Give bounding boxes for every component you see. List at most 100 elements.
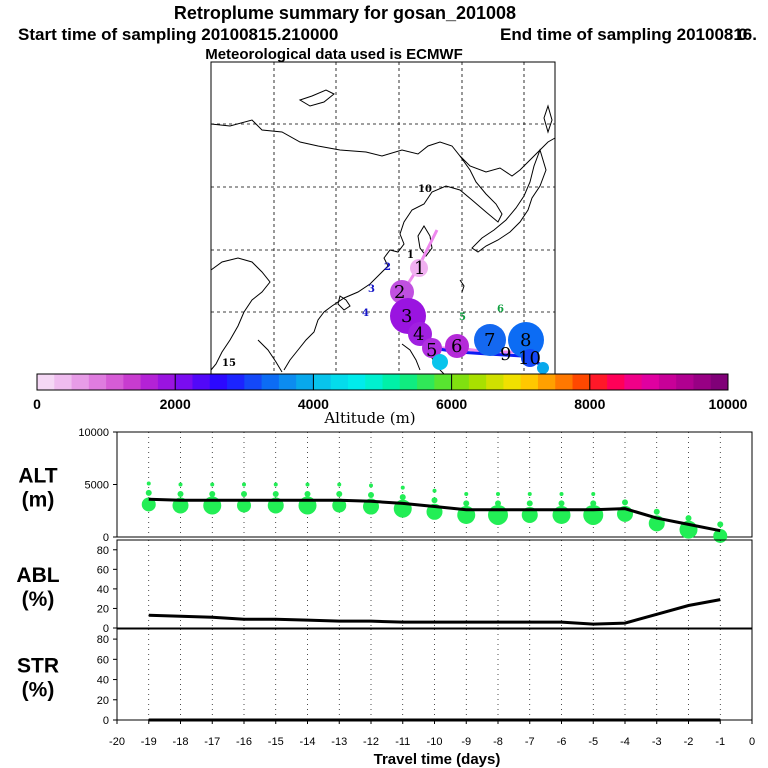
x-tick-label: -12 — [363, 736, 379, 748]
alt-plume-blob — [146, 481, 151, 486]
map-small-label: 5 — [459, 312, 466, 323]
colorbar-swatch — [140, 374, 159, 390]
colorbar-swatch — [676, 374, 694, 390]
alt-plume-blob — [177, 490, 184, 497]
sampling-end: End time of sampling 20100816. — [500, 25, 757, 44]
colorbar-swatch — [503, 374, 522, 390]
colorbar-swatch — [417, 374, 435, 390]
colorbar-swatch — [486, 374, 504, 390]
alt-plume-blob — [464, 491, 469, 496]
colorbar-swatch — [399, 374, 418, 390]
map-day-label: 3 — [401, 306, 412, 327]
colorbar-swatch — [641, 374, 660, 390]
map-day-label: 8 — [520, 330, 531, 351]
x-tick-label: -14 — [300, 736, 316, 748]
alt-plume-blob — [713, 528, 728, 543]
x-tick-label: -7 — [525, 736, 535, 748]
chart-title: Retroplume summary for gosan_201008 — [173, 3, 517, 23]
colorbar-swatch — [209, 374, 228, 390]
map-frame — [210, 61, 556, 375]
y-tick-label: 80 — [97, 634, 109, 646]
altitude-colorbar: 0 2000 4000 6000 8000 10000 — [33, 373, 748, 412]
y-tick-label: 0 — [103, 623, 109, 635]
x-tick-label: -3 — [652, 736, 662, 748]
map-day-label: 1 — [414, 258, 425, 279]
y-tick-label: 0 — [103, 532, 109, 544]
alt-plume-blob — [622, 499, 628, 506]
x-tick-label: -4 — [620, 736, 630, 748]
plume-circle — [422, 338, 442, 358]
y-tick-label: 80 — [97, 545, 109, 557]
map-day-label: 6 — [451, 336, 462, 357]
y-tick-label: 60 — [97, 654, 109, 666]
map-day-label: 10 — [518, 348, 541, 369]
alt-plume-blob — [653, 508, 660, 515]
colorbar-swatch — [296, 374, 314, 390]
colorbar-swatch — [71, 374, 90, 390]
y-tick-label: 20 — [97, 695, 109, 707]
colorbar-swatch — [589, 374, 608, 390]
colorbar-tick-label: 2000 — [160, 396, 191, 412]
y-tick-label: 40 — [97, 675, 109, 687]
map-day-label: 9 — [500, 344, 511, 365]
colorbar-tick-label: 6000 — [436, 396, 467, 412]
alt-plume-blob — [369, 483, 373, 488]
colorbar-swatch — [572, 374, 591, 390]
alt-plume-blob — [178, 482, 183, 487]
colorbar-swatch — [88, 374, 107, 390]
alt-plume-blob — [368, 492, 374, 498]
x-tick-label: -20 — [109, 736, 125, 748]
plume-circle — [537, 362, 549, 374]
colorbar-swatch — [54, 374, 73, 390]
colorbar-swatch — [537, 374, 556, 390]
alt-plume-blob — [591, 491, 596, 496]
colorbar-swatch — [313, 374, 332, 390]
y-tick-label: 5000 — [85, 480, 109, 492]
plume-circle — [445, 334, 469, 358]
colorbar-swatch — [468, 374, 487, 390]
alt-plume-blob — [209, 490, 216, 497]
colorbar-swatch — [227, 374, 245, 390]
y-tick-label: 60 — [97, 564, 109, 576]
colorbar-swatch — [365, 374, 383, 390]
colorbar-swatch — [520, 374, 539, 390]
map-small-label: 3 — [368, 284, 375, 295]
alt-plume-blob — [305, 482, 310, 487]
colorbar-swatch — [555, 374, 574, 390]
alt-plume-blob — [527, 491, 532, 496]
trajectory-map: 1 2 3 4 5 6 7 8 9 10 1 2 3 4 5 6 10 15 — [210, 61, 556, 375]
alt-plume-blob — [272, 490, 279, 497]
colorbar-swatch — [607, 374, 625, 390]
colorbar-swatch — [710, 374, 729, 390]
met-data-line: Meteorological data used is ECMWF — [205, 46, 463, 63]
colorbar-swatch — [261, 374, 280, 390]
plume-circle — [474, 324, 506, 356]
colorbar-title: Altitude (m) — [323, 409, 415, 427]
colorbar-swatch — [106, 374, 124, 390]
alt-plume-blob — [141, 497, 156, 512]
colorbar-swatch — [382, 374, 401, 390]
plume-circle — [410, 259, 428, 277]
x-tick-label: -15 — [268, 736, 284, 748]
x-tick-label: -17 — [204, 736, 220, 748]
colorbar-swatch — [244, 374, 263, 390]
y-tick-label: 20 — [97, 603, 109, 615]
colorbar-swatch — [693, 374, 712, 390]
plume-circle — [508, 322, 544, 358]
map-day-label: 7 — [484, 330, 495, 351]
alt-plume-blob — [332, 498, 347, 513]
x-tick-label: -19 — [141, 736, 157, 748]
alt-plume-blob — [304, 490, 311, 497]
colorbar-swatch — [157, 374, 176, 390]
alt-plume-blob — [337, 482, 342, 487]
map-small-label: 15 — [222, 358, 236, 369]
colorbar-swatch — [37, 374, 55, 390]
colorbar-swatch — [434, 374, 453, 390]
alt-plume-blob — [463, 500, 470, 507]
time-series-panels: 0500010000ALT(m)020406080ABL(%)020406080… — [16, 427, 755, 748]
alt-plume-blob — [242, 482, 246, 487]
colorbar-swatch — [347, 374, 366, 390]
alt-plume-blob — [145, 489, 152, 496]
sampling-start: Start time of sampling 20100815.210000 — [18, 25, 339, 44]
